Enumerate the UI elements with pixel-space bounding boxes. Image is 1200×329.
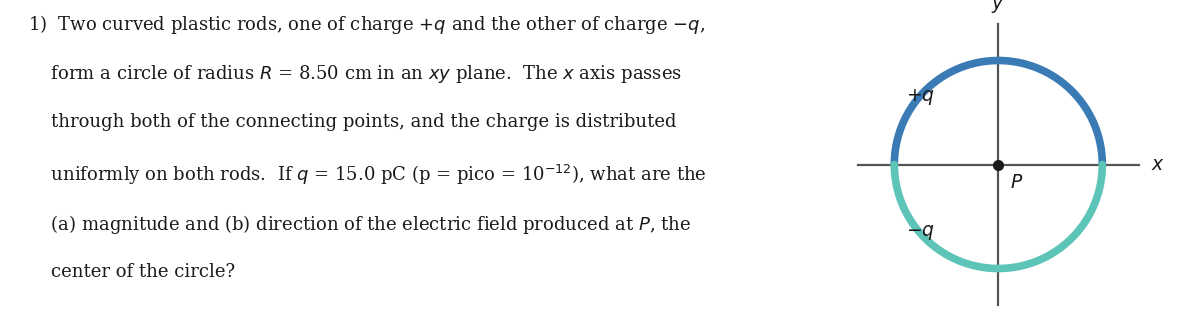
Text: (a) magnitude and (b) direction of the electric field produced at $P$, the: (a) magnitude and (b) direction of the e… xyxy=(28,213,691,236)
Text: through both of the connecting points, and the charge is distributed: through both of the connecting points, a… xyxy=(28,113,677,131)
Text: $x$: $x$ xyxy=(1151,156,1164,173)
Text: center of the circle?: center of the circle? xyxy=(28,263,235,281)
Text: 1)  Two curved plastic rods, one of charge $+q$ and the other of charge $-q$,: 1) Two curved plastic rods, one of charg… xyxy=(28,13,706,36)
Text: $y$: $y$ xyxy=(991,0,1006,15)
Text: uniformly on both rods.  If $q$ = 15.0 pC (p = pico = 10$^{-12}$), what are the: uniformly on both rods. If $q$ = 15.0 pC… xyxy=(28,163,707,187)
Text: $+q$: $+q$ xyxy=(906,87,935,107)
Text: $P$: $P$ xyxy=(1010,174,1024,192)
Text: form a circle of radius $R$ = 8.50 cm in an $xy$ plane.  The $x$ axis passes: form a circle of radius $R$ = 8.50 cm in… xyxy=(28,63,682,85)
Text: $-q$: $-q$ xyxy=(906,223,935,241)
